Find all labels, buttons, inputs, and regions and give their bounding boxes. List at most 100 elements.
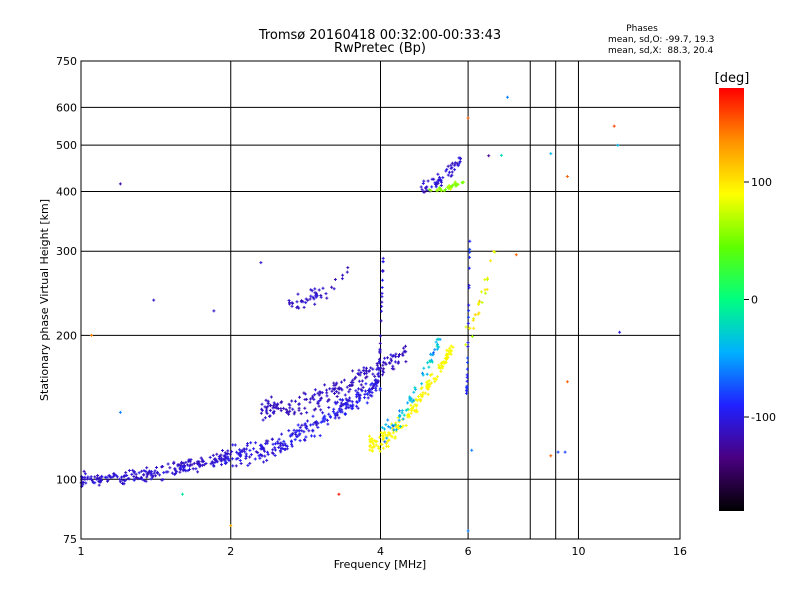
data-point xyxy=(107,474,111,478)
data-point xyxy=(368,393,372,397)
data-point xyxy=(266,401,270,405)
data-point xyxy=(281,443,285,447)
data-point xyxy=(238,459,242,462)
data-point xyxy=(271,448,275,452)
data-point xyxy=(279,450,283,454)
data-point xyxy=(132,471,136,475)
data-point xyxy=(145,475,149,479)
data-point xyxy=(398,425,402,428)
data-point xyxy=(122,482,126,486)
data-point xyxy=(386,356,389,360)
data-point xyxy=(305,411,309,415)
data-point xyxy=(311,414,315,418)
data-point xyxy=(161,465,165,468)
data-point xyxy=(549,454,553,458)
data-point xyxy=(468,239,472,243)
plot-frame xyxy=(80,60,681,540)
data-point xyxy=(337,391,341,395)
data-point xyxy=(180,460,184,464)
data-point xyxy=(155,466,158,469)
data-point xyxy=(370,391,374,395)
colorbar-ticks: -100 0 100 xyxy=(744,176,776,424)
data-point xyxy=(381,260,385,264)
data-point xyxy=(365,375,369,379)
data-point xyxy=(144,479,148,483)
data-point xyxy=(318,399,322,402)
data-point xyxy=(81,480,85,484)
data-point xyxy=(266,452,270,456)
y-tick-label: 100 xyxy=(56,473,77,486)
data-point xyxy=(294,399,297,403)
data-point xyxy=(351,403,355,407)
data-point xyxy=(426,392,430,396)
data-point xyxy=(467,303,471,307)
data-point xyxy=(313,388,317,392)
data-point xyxy=(118,410,122,414)
data-point xyxy=(410,407,414,410)
data-point xyxy=(401,353,405,357)
data-point xyxy=(219,453,223,457)
data-point xyxy=(348,387,352,391)
data-point xyxy=(423,190,427,194)
data-point xyxy=(333,392,336,395)
data-point xyxy=(444,188,447,192)
data-point xyxy=(374,443,378,447)
data-point xyxy=(323,414,327,418)
x-tick-label: 2 xyxy=(227,545,234,558)
data-point xyxy=(438,175,441,179)
data-point xyxy=(389,357,393,361)
data-point xyxy=(351,383,355,387)
data-point xyxy=(427,188,431,192)
data-point xyxy=(236,456,240,460)
data-point xyxy=(321,286,325,290)
data-point xyxy=(234,457,238,461)
data-point xyxy=(303,438,307,442)
data-point xyxy=(308,297,312,301)
data-point xyxy=(259,411,263,415)
data-point xyxy=(472,326,476,330)
data-point xyxy=(313,287,317,291)
data-point xyxy=(381,446,385,450)
data-point xyxy=(428,359,432,363)
data-point xyxy=(375,382,379,385)
data-point xyxy=(353,377,357,381)
data-point xyxy=(365,366,368,370)
data-point xyxy=(398,413,402,417)
data-point xyxy=(181,492,184,496)
data-point xyxy=(365,392,369,396)
data-point xyxy=(329,415,333,419)
data-point xyxy=(375,363,379,367)
data-point xyxy=(441,176,445,180)
data-point xyxy=(166,462,170,466)
data-point xyxy=(351,406,355,410)
data-point xyxy=(140,469,144,473)
data-point xyxy=(457,156,461,160)
data-point xyxy=(378,351,382,355)
data-point xyxy=(428,384,432,388)
data-point xyxy=(259,261,263,265)
data-point xyxy=(421,182,425,185)
data-point xyxy=(220,463,223,467)
data-point xyxy=(284,408,288,411)
data-point xyxy=(430,185,434,189)
data-point xyxy=(415,403,419,407)
data-point xyxy=(325,394,329,398)
data-point xyxy=(212,309,216,313)
data-point xyxy=(381,269,385,273)
data-point xyxy=(378,449,382,453)
data-point xyxy=(390,359,393,363)
data-point xyxy=(231,464,235,468)
data-point xyxy=(449,187,453,191)
data-point xyxy=(118,182,122,186)
data-point xyxy=(440,366,444,370)
data-point xyxy=(179,467,183,471)
data-point xyxy=(147,469,151,473)
data-point xyxy=(487,154,491,158)
data-point xyxy=(304,435,308,439)
data-point xyxy=(398,409,401,413)
data-point xyxy=(139,475,143,479)
data-point xyxy=(284,444,288,447)
data-point xyxy=(300,299,304,303)
data-point xyxy=(426,383,430,387)
data-point xyxy=(297,433,301,437)
